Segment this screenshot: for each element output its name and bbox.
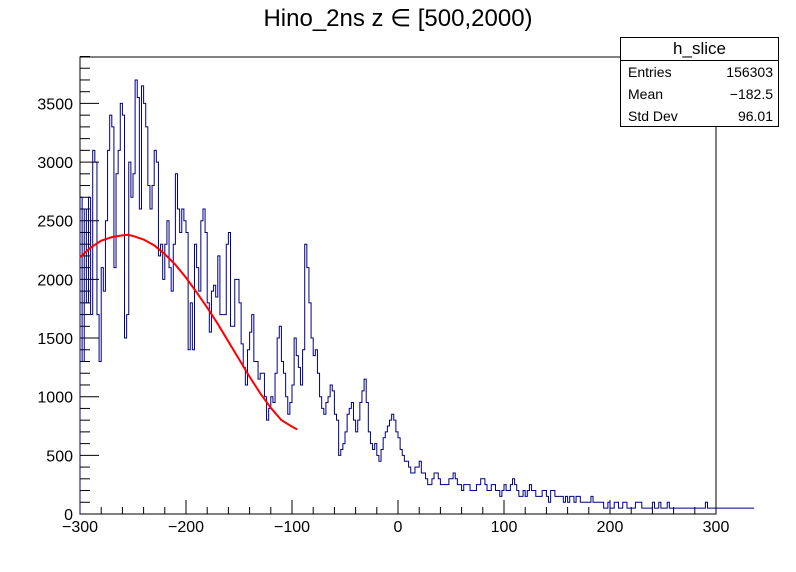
y-tick-label: 1500	[37, 331, 73, 348]
stats-value: 156303	[726, 64, 773, 80]
stats-row-stddev: Std Dev 96.01	[621, 105, 778, 127]
y-tick-label: 2500	[37, 214, 73, 231]
x-tick-label: −300	[62, 519, 98, 536]
stats-box-title: h_slice	[621, 38, 778, 61]
stats-label: Entries	[628, 64, 672, 80]
x-tick-label: 300	[703, 519, 730, 536]
stats-row-mean: Mean −182.5	[621, 83, 778, 105]
histogram-outline	[79, 79, 755, 514]
stats-label: Mean	[628, 86, 664, 102]
stats-value: −182.5	[729, 86, 773, 102]
x-tick-label: −200	[168, 519, 204, 536]
stats-label: Std Dev	[628, 108, 678, 124]
stats-value: 96.01	[737, 108, 773, 124]
fit-curve	[79, 233, 298, 431]
stats-box: h_slice Entries 156303 Mean −182.5 Std D…	[620, 37, 779, 127]
x-tick-label: 100	[491, 519, 518, 536]
stats-row-entries: Entries 156303	[621, 61, 778, 83]
y-tick-label: 3000	[37, 155, 73, 172]
fit-line	[79, 233, 298, 431]
histogram-series	[79, 79, 755, 514]
x-tick-label: 200	[597, 519, 624, 536]
y-tick-label: 500	[46, 448, 73, 465]
x-tick-label: −100	[274, 519, 310, 536]
tick-labels: −300 −200 −100 0 100 200 300050010001500200025…	[37, 96, 729, 536]
y-tick-label: 0	[64, 507, 73, 524]
x-tick-label: 0	[394, 519, 403, 536]
y-tick-label: 1000	[37, 390, 73, 407]
y-tick-label: 3500	[37, 96, 73, 113]
y-tick-label: 2000	[37, 272, 73, 289]
chart-title: Hino_2ns z ∈ [500,2000)	[263, 5, 533, 32]
